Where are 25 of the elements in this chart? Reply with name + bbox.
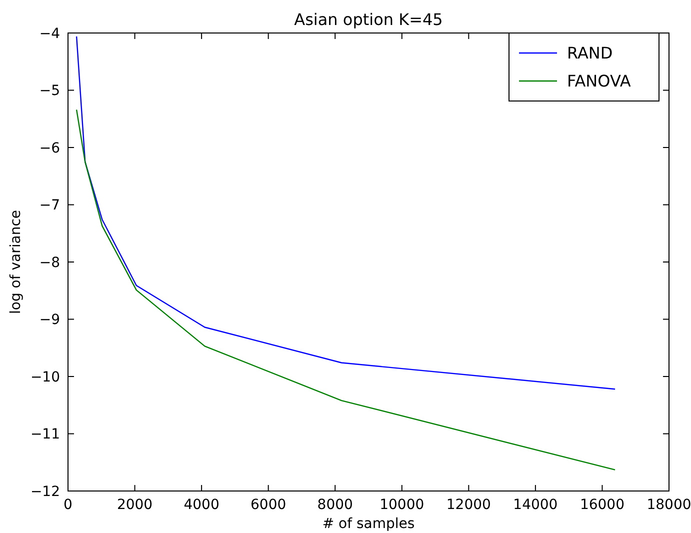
chart-title: Asian option K=45 [294,10,443,29]
y-tick-label: −9 [39,312,60,328]
y-tick-label: −5 [39,83,60,100]
y-tick-label: −10 [30,369,60,386]
line-series [76,109,616,470]
x-tick-label: 12000 [446,497,491,513]
x-axis-title: # of samples [322,516,415,532]
y-tick-label: −8 [39,254,60,271]
y-tick-label: −11 [30,426,60,443]
x-tick-label: 0 [64,497,72,513]
x-tick-label: 6000 [250,497,286,513]
y-axis-title: log of variance [8,210,24,314]
x-tick-label: 18000 [646,497,691,513]
y-tick-label: −7 [39,198,60,214]
y-tick-label: −4 [39,26,60,42]
y-tick-label: −6 [39,140,60,156]
x-tick-label: 4000 [184,497,220,513]
x-tick-label: 14000 [513,497,558,513]
legend-label: RAND [567,44,613,63]
x-tick-label: 16000 [580,497,624,513]
x-tick-label: 8000 [317,497,353,513]
legend-label: FANOVA [567,72,631,91]
x-tick-label: 2000 [116,497,153,513]
x-tick-label: 10000 [380,497,424,513]
y-tick-label: −12 [30,484,60,500]
